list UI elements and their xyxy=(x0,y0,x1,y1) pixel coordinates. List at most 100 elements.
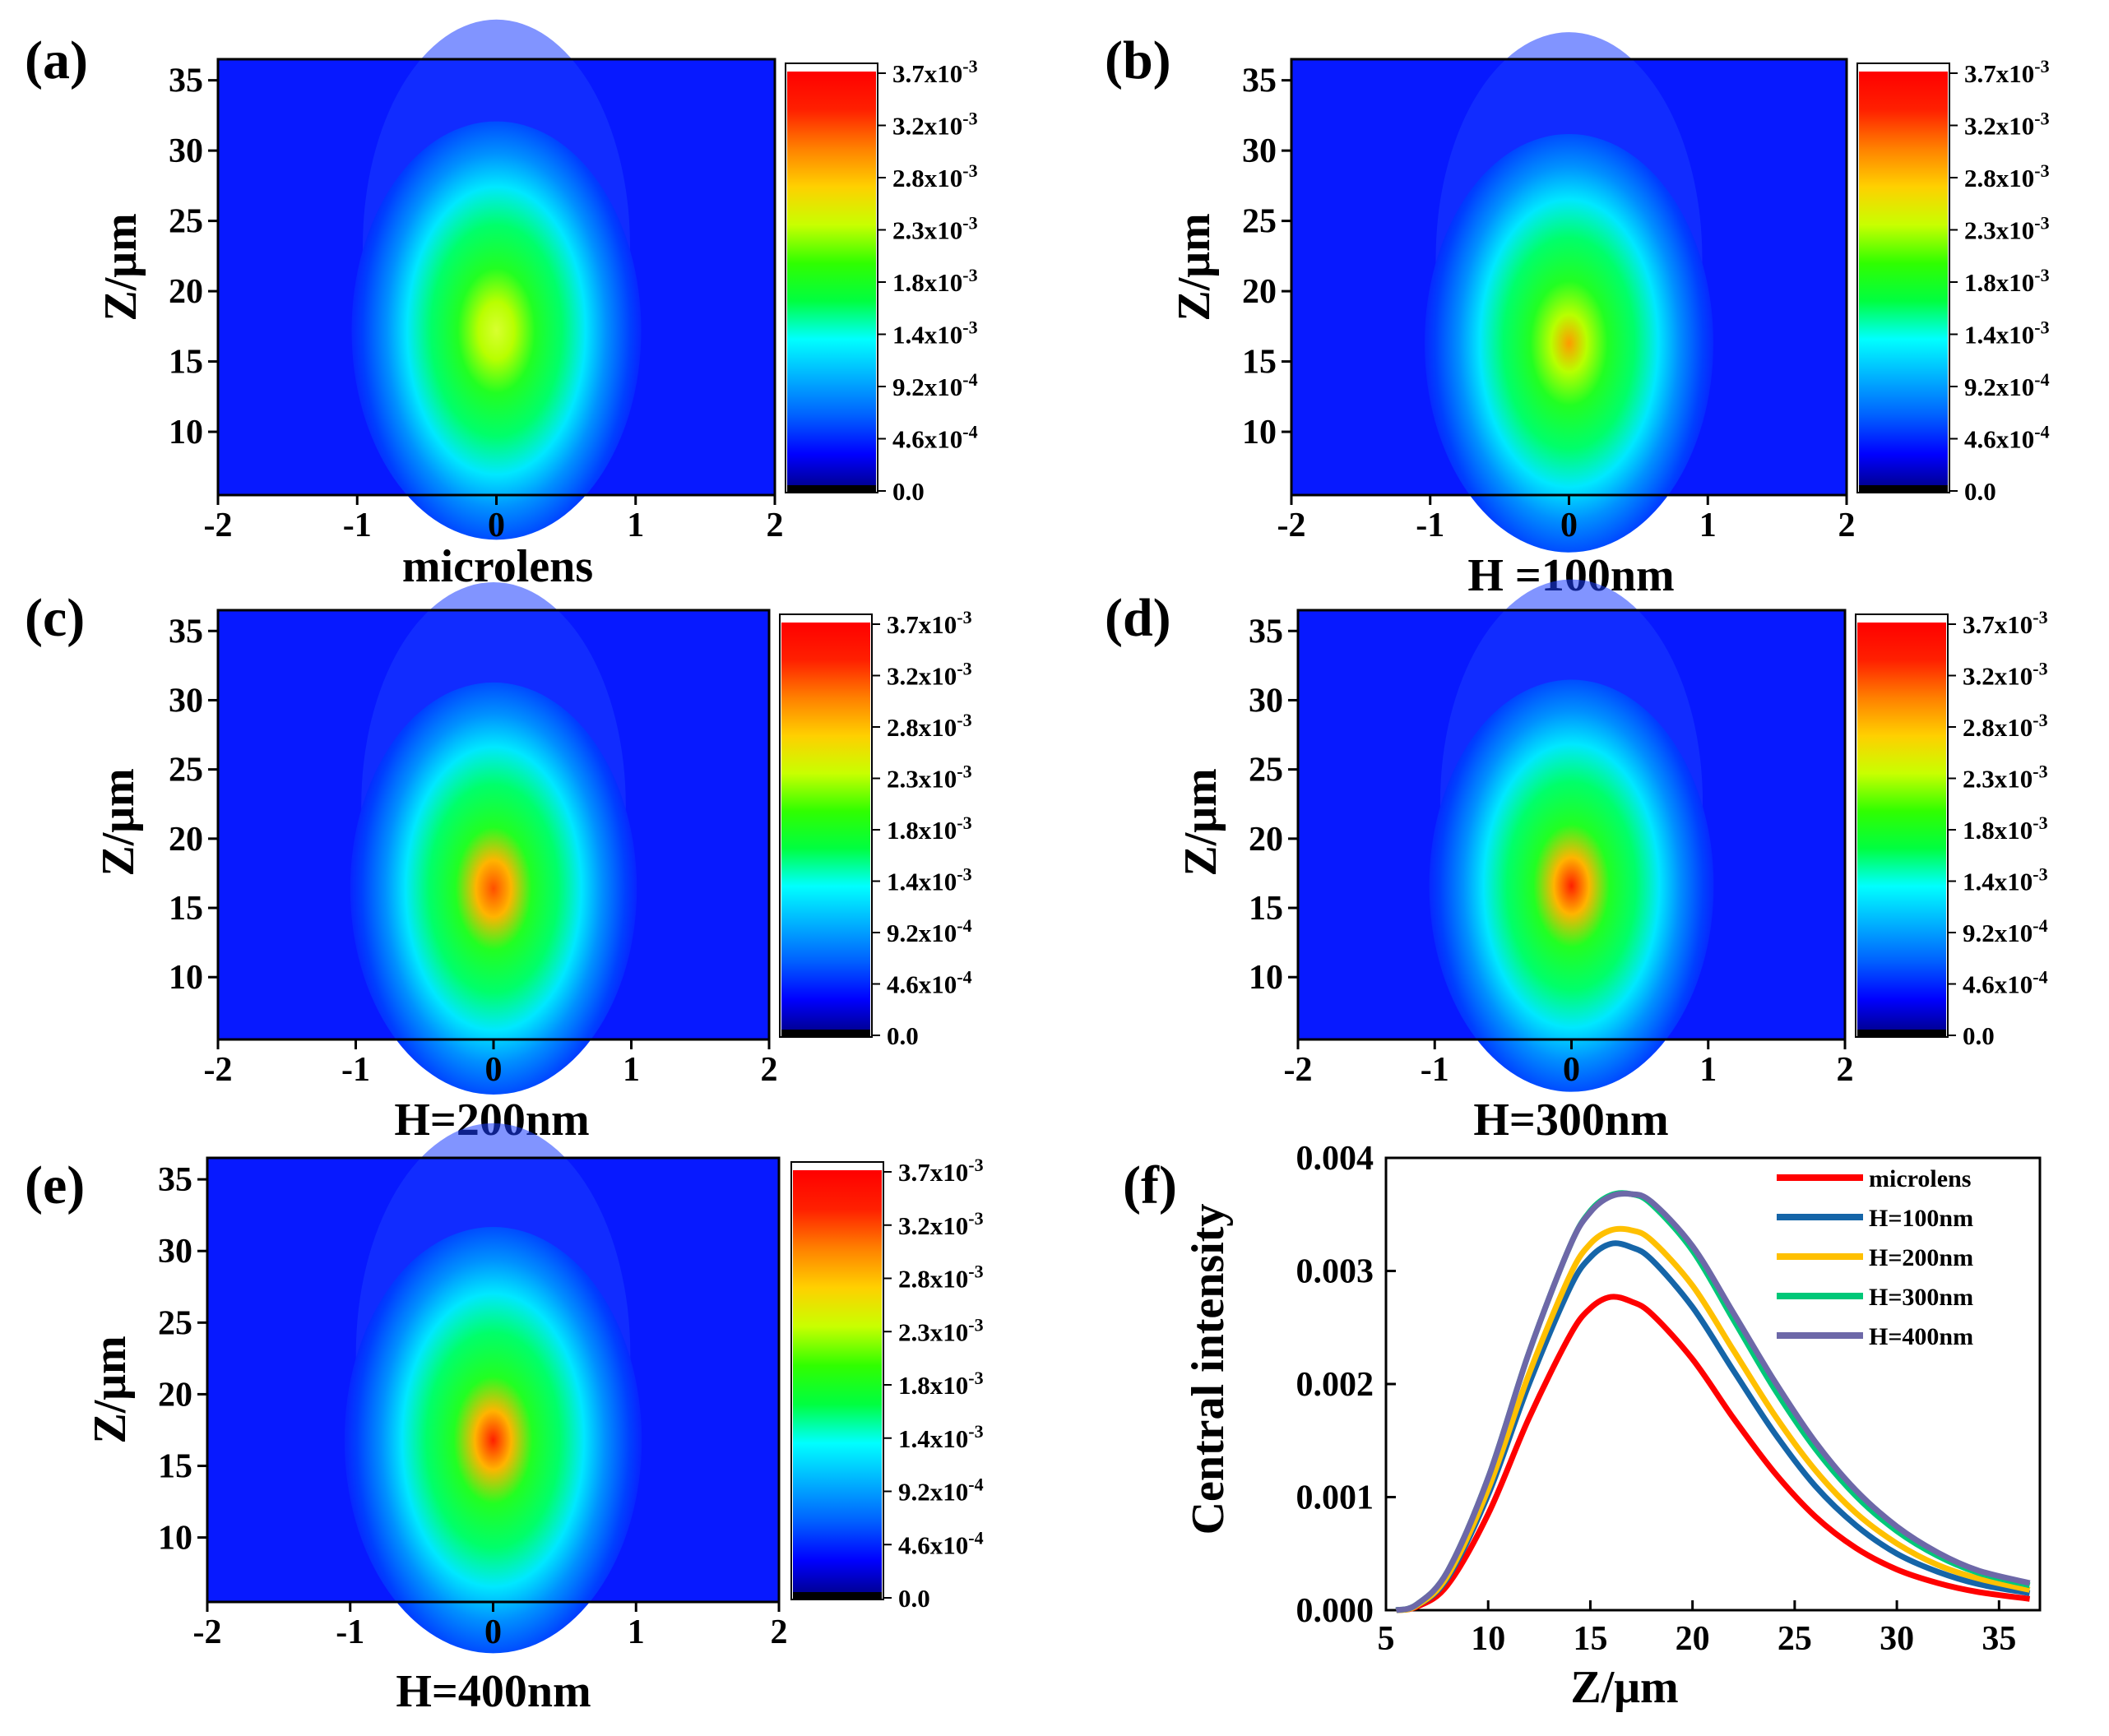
x-tick-label-b: 2 xyxy=(1838,507,1856,544)
y-tick-label-b: 30 xyxy=(1242,132,1277,170)
colorbar-tick-label-e: 1.8x10-3 xyxy=(898,1368,984,1400)
colorbar-tick-label-a: 4.6x10-4 xyxy=(892,422,978,454)
heatmap-focal-spot-b xyxy=(1425,133,1713,553)
colorbar-tick-label-b: 1.4x10-3 xyxy=(1964,317,2050,350)
y-tick-label-e: 15 xyxy=(158,1448,192,1486)
x-tick-label-c: 2 xyxy=(761,1051,778,1089)
colorbar-tick-label-b: 3.2x10-3 xyxy=(1964,109,2050,141)
x-tick-label-d: 2 xyxy=(1837,1051,1854,1089)
line-chart-y-tick-label: 0.004 xyxy=(1296,1140,1374,1178)
colorbar-tick-label-a: 1.4x10-3 xyxy=(892,317,978,350)
colorbar-tick-label-e: 3.2x10-3 xyxy=(898,1208,984,1240)
y-tick-label-d: 20 xyxy=(1249,821,1283,859)
y-tick-label-e: 35 xyxy=(158,1161,192,1199)
colorbar-tick-label-a: 1.8x10-3 xyxy=(892,265,978,297)
colorbar-zero-band-c xyxy=(781,1030,870,1037)
x-tick-label-c: 0 xyxy=(485,1051,503,1089)
line-chart-x-tick-label: 15 xyxy=(1573,1620,1607,1658)
line-chart-x-tick-label: 30 xyxy=(1880,1620,1914,1658)
colorbar-tick-label-a: 3.2x10-3 xyxy=(892,109,978,141)
x-tick-label-d: 0 xyxy=(1563,1051,1580,1089)
colorbar-tick-label-a: 0.0 xyxy=(892,477,925,506)
x-tick-label-c: -2 xyxy=(204,1051,233,1089)
colorbar-zero-band-d xyxy=(1857,1030,1946,1037)
y-tick-label-a: 10 xyxy=(169,414,203,451)
colorbar-tick-label-e: 0.0 xyxy=(898,1584,930,1613)
y-tick-label-c: 10 xyxy=(169,959,203,997)
colorbar-tick-label-b: 4.6x10-4 xyxy=(1964,422,2050,454)
colorbar-tick-label-c: 2.8x10-3 xyxy=(887,710,972,742)
colorbar-tick-label-b: 9.2x10-4 xyxy=(1964,369,2050,401)
line-chart-y-tick-label: 0.000 xyxy=(1296,1592,1374,1630)
legend-label-h-200nm: H=200nm xyxy=(1869,1244,1973,1271)
colorbar-tick-label-c: 2.3x10-3 xyxy=(887,762,972,794)
y-axis-label-c: Z/μm xyxy=(93,768,144,876)
y-tick-label-d: 25 xyxy=(1249,752,1283,789)
x-tick-label-e: 1 xyxy=(628,1613,645,1651)
x-tick-label-a: 2 xyxy=(767,507,784,544)
y-tick-label-a: 15 xyxy=(169,344,203,382)
heatmap-panel-c: (c) H=200nm Z/μm -2 -1 0 1 23530252015103.7x… xyxy=(25,581,972,1146)
colorbar-tick-label-d: 2.3x10-3 xyxy=(1963,762,2048,794)
y-axis-label-d: Z/μm xyxy=(1175,768,1226,876)
colorbar-gradient-a xyxy=(787,72,876,493)
x-tick-label-d: -2 xyxy=(1284,1051,1313,1089)
colorbar-tick-label-a: 3.7x10-3 xyxy=(892,56,978,88)
colorbar-gradient-d xyxy=(1857,623,1946,1037)
colorbar-gradient-b xyxy=(1859,72,1948,493)
x-axis-label-d: H=300nm xyxy=(1473,1095,1668,1146)
y-tick-label-b: 20 xyxy=(1242,273,1277,311)
x-tick-label-b: -2 xyxy=(1277,507,1306,544)
legend-label-microlens: microlens xyxy=(1869,1165,1971,1192)
heatmap-focal-spot-c xyxy=(350,682,637,1095)
colorbar-tick-label-e: 2.8x10-3 xyxy=(898,1261,984,1294)
y-tick-label-c: 20 xyxy=(169,821,203,859)
y-tick-label-b: 10 xyxy=(1242,414,1277,451)
line-chart-x-axis-label: Z/μm xyxy=(1570,1662,1678,1713)
y-tick-label-e: 20 xyxy=(158,1376,192,1414)
legend-label-h-400nm: H=400nm xyxy=(1869,1323,1973,1350)
y-axis-label-a: Z/μm xyxy=(95,213,146,321)
x-tick-label-b: 1 xyxy=(1699,507,1717,544)
colorbar-tick-label-e: 3.7x10-3 xyxy=(898,1155,984,1187)
y-tick-label-d: 35 xyxy=(1249,613,1283,650)
line-chart-x-tick-label: 25 xyxy=(1778,1620,1812,1658)
y-axis-label-b: Z/μm xyxy=(1169,213,1220,321)
panel-letter-d: (d) xyxy=(1105,588,1171,648)
line-chart-panel-f: (f) Z/μm Central intensity 5 10 15 20 25 30 35… xyxy=(1123,1140,2042,1713)
colorbar-tick-label-e: 4.6x10-4 xyxy=(898,1527,984,1559)
x-tick-label-b: -1 xyxy=(1416,507,1444,544)
colorbar-tick-label-b: 0.0 xyxy=(1964,477,1996,506)
line-chart-y-axis-label: Central intensity xyxy=(1183,1204,1234,1535)
colorbar-tick-label-a: 9.2x10-4 xyxy=(892,369,978,401)
colorbar-tick-label-d: 1.4x10-3 xyxy=(1963,864,2048,896)
heatmap-panel-d: (d) H=300nm Z/μm -2 -1 0 1 2 35 30 25 20 15 10 3.7x… xyxy=(1105,579,2048,1146)
heatmap-panel-a: (a) microlens Z/μm -2 -1 0 1 23530252015103.… xyxy=(25,19,978,592)
colorbar-tick-label-c: 1.8x10-3 xyxy=(887,812,972,845)
legend-label-h-100nm: H=100nm xyxy=(1869,1205,1973,1232)
x-axis-label-e: H=400nm xyxy=(396,1666,591,1717)
x-tick-label-d: 1 xyxy=(1699,1051,1717,1089)
line-chart-y-tick-label: 0.002 xyxy=(1296,1366,1374,1404)
x-tick-label-b: 0 xyxy=(1560,507,1578,544)
y-tick-label-e: 30 xyxy=(158,1233,192,1271)
line-chart-y-tick-label: 0.001 xyxy=(1296,1479,1374,1517)
legend-label-h-300nm: H=300nm xyxy=(1869,1284,1973,1311)
colorbar-tick-label-c: 3.2x10-3 xyxy=(887,659,972,691)
y-axis-label-e: Z/μm xyxy=(85,1336,136,1443)
colorbar-tick-label-d: 1.8x10-3 xyxy=(1963,812,2048,845)
colorbar-tick-label-b: 1.8x10-3 xyxy=(1964,265,2050,297)
y-tick-label-b: 15 xyxy=(1242,344,1277,382)
y-tick-label-e: 25 xyxy=(158,1304,192,1342)
panel-letter-a: (a) xyxy=(25,30,88,90)
y-tick-label-c: 15 xyxy=(169,890,203,928)
x-tick-label-e: 0 xyxy=(484,1613,502,1651)
colorbar-gradient-e xyxy=(793,1170,882,1599)
colorbar-tick-label-c: 9.2x10-4 xyxy=(887,915,972,947)
panel-letter-e: (e) xyxy=(25,1155,85,1215)
x-tick-label-c: 1 xyxy=(623,1051,640,1089)
x-tick-label-c: -1 xyxy=(341,1051,370,1089)
panel-letter-f: (f) xyxy=(1123,1155,1177,1215)
series-line-microlens xyxy=(1395,1294,2031,1613)
y-tick-label-b: 25 xyxy=(1242,203,1277,241)
